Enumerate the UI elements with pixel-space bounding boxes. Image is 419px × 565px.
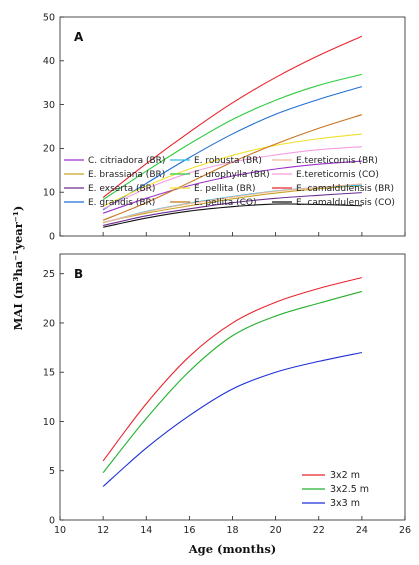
series-line-3x2-m	[102, 277, 363, 462]
x-tick-label: 22	[313, 525, 325, 536]
y-tick-label: 25	[43, 269, 55, 280]
legend-label-3x2-5-m: 3x2.5 m	[330, 484, 369, 495]
legend-box	[296, 463, 396, 509]
series-line-e-grandis-br	[102, 86, 363, 211]
x-axis-title: Age (months)	[188, 542, 277, 556]
legend-label-e-pellita-br: E. pellita (BR)	[194, 184, 256, 194]
legend-label-e-exserta-br: E. exserta (BR)	[88, 184, 155, 194]
series-line-3x3-m	[102, 351, 362, 487]
x-tick-label: 20	[270, 525, 282, 536]
series-line-e-tereticornis-co	[102, 146, 362, 210]
y-axis-title: MAI (m³ha⁻¹year⁻¹)	[11, 206, 25, 331]
x-tick-label: 12	[97, 525, 109, 536]
y-tick-label: 30	[43, 100, 55, 111]
x-tick-label: 18	[226, 525, 238, 536]
series-line-e-exserta-br	[103, 192, 362, 227]
legend-label-e-robusta-br: E. robusta (BR)	[194, 156, 262, 166]
legend-label-e-brassiana-br: E. brassiana (BR)	[88, 170, 165, 180]
legend-label-3x3-m: 3x3 m	[330, 498, 360, 509]
series-line-e-camaldulensis-br	[102, 35, 363, 198]
legend-label-e-pellita-co: E. pellita (CO)	[194, 198, 256, 208]
x-tick-label: 24	[356, 525, 368, 536]
y-tick-label: 10	[43, 417, 55, 428]
series-line-3x2-5-m	[102, 290, 363, 474]
y-tick-label: 0	[49, 231, 55, 242]
legend-label-e-tereticornis-co: E.tereticornis (CO)	[296, 170, 379, 180]
legend-label-e-camaldulensis-co: E. camaldulensis (CO)	[296, 198, 395, 208]
y-tick-label: 0	[49, 515, 55, 526]
x-tick-label: 26	[399, 525, 411, 536]
y-tick-label: 20	[43, 144, 55, 155]
series-line-e-camaldulensis-co	[103, 203, 362, 228]
x-tick-label: 14	[140, 525, 152, 536]
panel-b-series	[102, 277, 363, 487]
panel-b-label: B	[74, 267, 83, 281]
panel-a-label: A	[74, 30, 84, 44]
series-line-e-tereticornis-br	[102, 183, 362, 224]
panel-b-axes: 0 5 10 15 20 25 10 12 14 16 18 20 22 24 26	[43, 269, 411, 536]
series-line-e-urophylla-br	[102, 73, 363, 201]
legend-label-e-urophylla-br: E. urophylla (BR)	[194, 170, 270, 180]
legend-label-c-citriadora-br: C. citriadora (BR)	[88, 156, 165, 166]
y-tick-label: 40	[43, 56, 55, 67]
series-line-e-brassiana-br	[103, 185, 362, 223]
x-tick-label: 10	[54, 525, 66, 536]
series-line-e-pellita-br	[102, 133, 362, 207]
panel-a-legend: C. citriadora (BR) E. brassiana (BR) E. ex…	[64, 156, 395, 208]
panel-a: 0 10 20 30 40 50 C. citriadora (BR) E. brassia…	[43, 12, 406, 242]
series-line-c-citriadora-br	[102, 160, 362, 214]
y-tick-label: 20	[43, 318, 55, 329]
panel-b: 0 5 10 15 20 25 10 12 14 16 18 20 22 24 26 3x2 m 3x2.5 …	[43, 253, 411, 536]
y-tick-label: 50	[43, 12, 55, 23]
panel-a-axes: 0 10 20 30 40 50	[43, 12, 406, 242]
x-tick-label: 16	[183, 525, 195, 536]
legend-label-3x2-m: 3x2 m	[330, 470, 360, 481]
legend-label-e-grandis-br: E. grandis (BR)	[88, 198, 155, 208]
legend-label-e-camaldulensis-br: E. camaldulensis (BR)	[296, 184, 394, 194]
y-tick-label: 5	[49, 466, 55, 477]
legend-label-e-tereticornis-br: E.tereticornis (BR)	[296, 156, 378, 166]
panel-a-series	[102, 35, 363, 228]
panel-b-legend: 3x2 m 3x2.5 m 3x3 m	[296, 463, 396, 509]
y-tick-label: 15	[43, 368, 55, 379]
y-tick-label: 10	[43, 188, 55, 199]
